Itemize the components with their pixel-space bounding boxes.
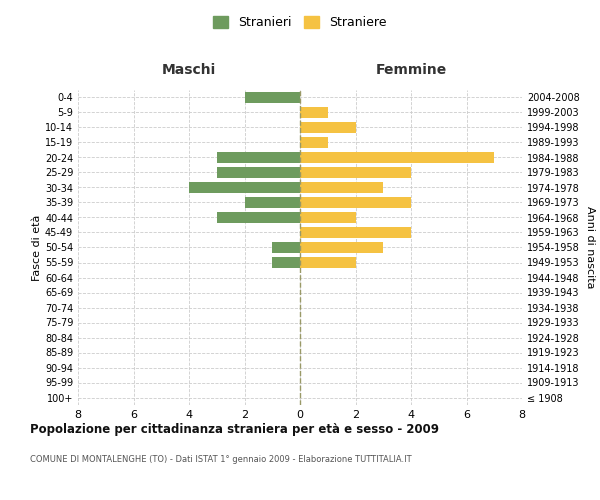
Text: Popolazione per cittadinanza straniera per età e sesso - 2009: Popolazione per cittadinanza straniera p… — [30, 422, 439, 436]
Bar — [217, 152, 300, 163]
Bar — [300, 227, 411, 238]
Bar — [300, 137, 328, 148]
Bar — [189, 182, 300, 193]
Legend: Stranieri, Straniere: Stranieri, Straniere — [208, 11, 392, 34]
Text: Maschi: Maschi — [162, 64, 216, 78]
Bar — [245, 197, 300, 208]
Bar — [217, 212, 300, 223]
Bar — [300, 152, 494, 163]
Bar — [272, 257, 300, 268]
Y-axis label: Anni di nascita: Anni di nascita — [585, 206, 595, 288]
Bar — [300, 182, 383, 193]
Y-axis label: Fasce di età: Fasce di età — [32, 214, 42, 280]
Bar — [300, 242, 383, 253]
Text: COMUNE DI MONTALENGHE (TO) - Dati ISTAT 1° gennaio 2009 - Elaborazione TUTTITALI: COMUNE DI MONTALENGHE (TO) - Dati ISTAT … — [30, 455, 412, 464]
Bar — [300, 257, 356, 268]
Bar — [300, 122, 356, 133]
Bar — [300, 212, 356, 223]
Bar — [300, 197, 411, 208]
Bar — [245, 92, 300, 103]
Bar — [300, 167, 411, 178]
Bar — [300, 107, 328, 118]
Bar — [217, 167, 300, 178]
Bar — [272, 242, 300, 253]
Text: Femmine: Femmine — [376, 64, 446, 78]
